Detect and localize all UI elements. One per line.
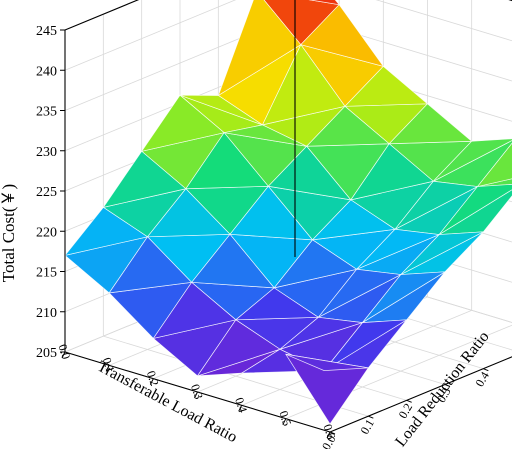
surface-facet: [108, 236, 193, 294]
x-tick-label: 0.5: [276, 409, 294, 428]
z-axis-title: Total Cost(￥): [0, 184, 18, 282]
surface-facet: [190, 233, 275, 289]
surface-facet: [273, 239, 358, 289]
y-tick-label: 0.3: [434, 385, 454, 405]
y-tick-label: 0.1: [357, 417, 377, 437]
surface-facet: [102, 150, 187, 208]
x-tick-mark: [282, 418, 287, 425]
surface-facet: [433, 138, 512, 182]
z-tick-label: 245: [36, 24, 57, 39]
x-tick-mark: [105, 365, 110, 372]
z-tick-label: 220: [36, 225, 57, 240]
x-tick-label: 0.1: [100, 356, 118, 375]
surface-facet: [285, 353, 369, 371]
surface-facet: [394, 180, 479, 230]
surface-facet: [362, 271, 446, 323]
surface-facet: [350, 143, 435, 201]
z-tick-label: 205: [36, 346, 57, 361]
y-tick-mark: [406, 399, 412, 403]
surface-layer: [64, 0, 512, 425]
y-tick-mark: [483, 368, 489, 372]
x-tick-label: 0.2: [144, 369, 162, 388]
x-tick-label: 0.0: [56, 342, 74, 361]
y-tick-mark: [444, 384, 451, 387]
y-tick-label: 0.2: [396, 401, 416, 421]
x-tick-mark: [61, 351, 66, 359]
y-tick-mark: [368, 415, 374, 419]
x-tick-label: 0.6: [321, 422, 339, 441]
z-tick-label: 215: [36, 266, 57, 281]
surface-facet: [400, 231, 484, 275]
surface-facet: [64, 206, 149, 256]
y-axis-title: Load Reduction Ratio: [392, 328, 492, 449]
surface-facet: [279, 316, 363, 350]
surface-facet: [300, 4, 385, 67]
z-tick-label: 230: [36, 145, 57, 160]
surface-facet: [140, 94, 225, 152]
x-tick-mark: [326, 431, 331, 439]
surface-facet: [261, 43, 346, 126]
surface-facet: [234, 287, 320, 321]
y-tick-mark: [329, 431, 336, 435]
surface-facet: [179, 94, 263, 126]
surface-facet: [311, 199, 396, 241]
x-tick-mark: [149, 378, 154, 385]
surface-facet: [267, 145, 352, 201]
surface-facet: [146, 188, 231, 238]
surface-facet: [344, 65, 429, 107]
x-tick-mark: [194, 391, 198, 399]
surface-facet: [476, 142, 512, 188]
surface-facet: [152, 281, 237, 339]
y-tick-label: 0.4: [472, 369, 492, 389]
y-tick-label: 0.5: [511, 353, 512, 373]
z-tick-label: 225: [36, 185, 57, 200]
z-tick-label: 240: [36, 64, 57, 79]
surface-facet: [388, 103, 473, 145]
surface-facet: [217, 0, 302, 97]
z-tick-label: 210: [36, 306, 57, 321]
x-tick-mark: [238, 405, 243, 412]
z-tick-label: 235: [36, 105, 57, 120]
surface-facet: [323, 319, 407, 371]
surface-facet: [438, 184, 512, 235]
surface-facet: [196, 319, 281, 377]
surface-facet: [224, 124, 307, 147]
surface-facet: [308, 0, 341, 6]
frame-edge: [64, 0, 140, 31]
tick-labels: 205 210 215 220 225 230 235 240 245 0.0 0.1 0.2 0.3 0…: [36, 24, 512, 449]
x-tick-label: 0.4: [232, 396, 250, 415]
surface-facet: [305, 105, 391, 147]
surface-facet: [356, 228, 441, 270]
surface-facet: [318, 268, 403, 318]
surface-facet: [229, 185, 314, 241]
surface-facet: [185, 132, 270, 190]
x-tick-label: 0.3: [188, 382, 206, 401]
